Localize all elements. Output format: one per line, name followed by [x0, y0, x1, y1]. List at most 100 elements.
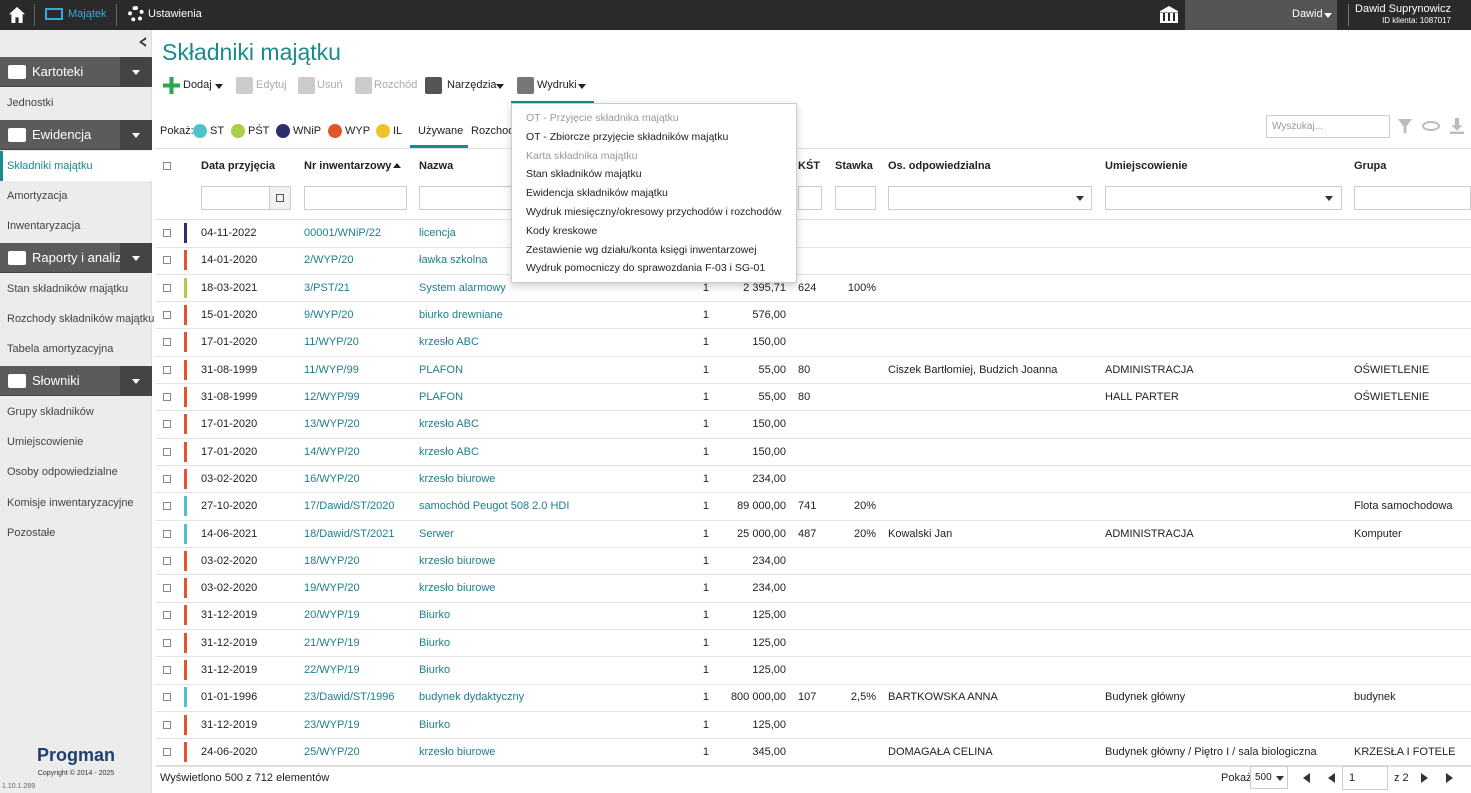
dropdown-item[interactable]: Stan składników majątku	[526, 167, 642, 181]
column-header[interactable]: KŚT	[798, 159, 820, 173]
table-cell[interactable]: krzesło ABC	[419, 335, 479, 349]
pager-last[interactable]	[1446, 773, 1456, 783]
table-cell[interactable]: Biurko	[419, 718, 450, 732]
table-cell[interactable]: 17/Dawid/ST/2020	[304, 499, 395, 513]
row-checkbox[interactable]	[163, 693, 171, 701]
table-cell[interactable]: 00001/WNiP/22	[304, 226, 381, 240]
filter-input[interactable]	[798, 186, 822, 210]
table-cell[interactable]: 9/WYP/20	[304, 308, 354, 322]
table-cell[interactable]: 21/WYP/19	[304, 636, 360, 650]
filter-chip[interactable]: WNiP	[293, 124, 321, 138]
filter-input[interactable]	[835, 186, 876, 210]
toolbar-button[interactable]: Narzędzia	[447, 78, 497, 92]
table-cell[interactable]: 22/WYP/19	[304, 663, 360, 677]
sidebar-item[interactable]: Tabela amortyzacyjna	[7, 342, 113, 356]
table-cell[interactable]: Biurko	[419, 608, 450, 622]
table-cell[interactable]: 12/WYP/99	[304, 390, 360, 404]
filter-icon[interactable]	[1398, 119, 1412, 134]
table-cell[interactable]: krzesło biurowe	[419, 554, 495, 568]
column-header[interactable]: Data przyjęcia	[201, 159, 275, 173]
table-cell[interactable]: samochód Peugot 508 2.0 HDI	[419, 499, 569, 513]
table-cell[interactable]: krzesło ABC	[419, 445, 479, 459]
filter-chip-icon[interactable]	[276, 124, 290, 138]
column-header[interactable]: Umiejscowienie	[1105, 159, 1188, 173]
table-cell[interactable]: Serwer	[419, 527, 454, 541]
row-checkbox[interactable]	[163, 557, 171, 565]
dropdown-item[interactable]: Wydruk miesięczny/okresowy przychodów i …	[526, 205, 782, 219]
sidebar-item[interactable]: Inwentaryzacja	[7, 219, 80, 233]
sidebar-item[interactable]: Jednostki	[7, 96, 53, 110]
gear-icon[interactable]	[128, 6, 144, 22]
row-checkbox[interactable]	[163, 721, 171, 729]
toolbar-icon[interactable]	[517, 77, 534, 94]
table-cell[interactable]: 3/PST/21	[304, 281, 350, 295]
filter-chip[interactable]: WYP	[345, 124, 370, 138]
table-cell[interactable]: 20/WYP/19	[304, 608, 360, 622]
table-cell[interactable]: 18/Dawid/ST/2021	[304, 527, 395, 541]
row-checkbox[interactable]	[163, 393, 171, 401]
table-cell[interactable]: 16/WYP/20	[304, 472, 360, 486]
row-checkbox[interactable]	[163, 475, 171, 483]
table-cell[interactable]: 25/WYP/20	[304, 745, 360, 759]
table-cell[interactable]: System alarmowy	[419, 281, 506, 295]
filter-chip[interactable]: IL	[393, 124, 402, 138]
table-cell[interactable]: biurko drewniane	[419, 308, 503, 322]
table-cell[interactable]: krzesło ABC	[419, 417, 479, 431]
column-header[interactable]: Grupa	[1354, 159, 1386, 173]
filter-chip[interactable]: ST	[210, 124, 224, 138]
row-checkbox[interactable]	[163, 311, 171, 319]
table-cell[interactable]: licencja	[419, 226, 456, 240]
row-checkbox[interactable]	[163, 584, 171, 592]
sidebar-item[interactable]: Amortyzacja	[7, 189, 68, 203]
filter-input[interactable]	[201, 186, 270, 210]
section-title[interactable]: Kartoteki	[32, 65, 83, 79]
toolbar-button[interactable]: Dodaj	[183, 78, 212, 92]
row-checkbox[interactable]	[163, 229, 171, 237]
table-cell[interactable]: 18/WYP/20	[304, 554, 360, 568]
table-cell[interactable]: Biurko	[419, 636, 450, 650]
row-checkbox[interactable]	[163, 530, 171, 538]
filter-chip-icon[interactable]	[231, 124, 245, 138]
column-header[interactable]: Nr inwentarzowy	[304, 159, 391, 173]
column-header[interactable]: Stawka	[835, 159, 873, 173]
filter-input[interactable]	[1354, 186, 1471, 210]
row-checkbox[interactable]	[163, 611, 171, 619]
filter-input[interactable]	[304, 186, 407, 210]
filter-input[interactable]	[888, 186, 1092, 210]
row-checkbox[interactable]	[163, 639, 171, 647]
filter-chip-icon[interactable]	[193, 124, 207, 138]
sidebar-item[interactable]: Pozostałe	[7, 526, 55, 540]
sidebar-item[interactable]: Umiejscowienie	[7, 435, 83, 449]
table-cell[interactable]: 23/WYP/19	[304, 718, 360, 732]
table-cell[interactable]: PLAFON	[419, 363, 463, 377]
row-checkbox[interactable]	[163, 366, 171, 374]
sidebar-item[interactable]: Komisje inwentaryzacyjne	[7, 496, 134, 510]
nav-majatek[interactable]: Majątek	[68, 7, 107, 21]
table-cell[interactable]: ławka szkolna	[419, 253, 487, 267]
table-cell[interactable]: Biurko	[419, 663, 450, 677]
tab[interactable]: Używane	[418, 124, 463, 138]
sidebar-item[interactable]: Osoby odpowiedzialne	[7, 465, 118, 479]
table-cell[interactable]: PLAFON	[419, 390, 463, 404]
dropdown-item[interactable]: Wydruk pomocniczy do sprawozdania F-03 i…	[526, 261, 765, 275]
row-checkbox[interactable]	[163, 748, 171, 756]
dropdown-item[interactable]: OT - Zbiorcze przyjęcie składników mająt…	[526, 130, 728, 144]
pager-next[interactable]	[1421, 773, 1431, 783]
row-checkbox[interactable]	[163, 338, 171, 346]
table-cell[interactable]: krzesło biurowe	[419, 472, 495, 486]
table-cell[interactable]: krzesło biurowe	[419, 745, 495, 759]
table-cell[interactable]: 13/WYP/20	[304, 417, 360, 431]
row-checkbox[interactable]	[163, 420, 171, 428]
sidebar-item[interactable]: Rozchody składników majątku	[7, 312, 154, 326]
section-title[interactable]: Słowniki	[32, 374, 80, 388]
dropdown-item[interactable]: Zestawienie wg działu/konta księgi inwen…	[526, 243, 757, 257]
dropdown-item[interactable]: Kody kreskowe	[526, 224, 597, 238]
eye-icon[interactable]	[1422, 121, 1440, 131]
monitor-icon[interactable]	[45, 8, 63, 20]
toolbar-icon[interactable]	[163, 77, 180, 94]
filter-input[interactable]	[1105, 186, 1342, 210]
table-cell[interactable]: 11/WYP/99	[304, 363, 359, 377]
table-cell[interactable]: 19/WYP/20	[304, 581, 360, 595]
pager-prev[interactable]	[1325, 773, 1335, 783]
header-checkbox[interactable]	[163, 162, 171, 170]
